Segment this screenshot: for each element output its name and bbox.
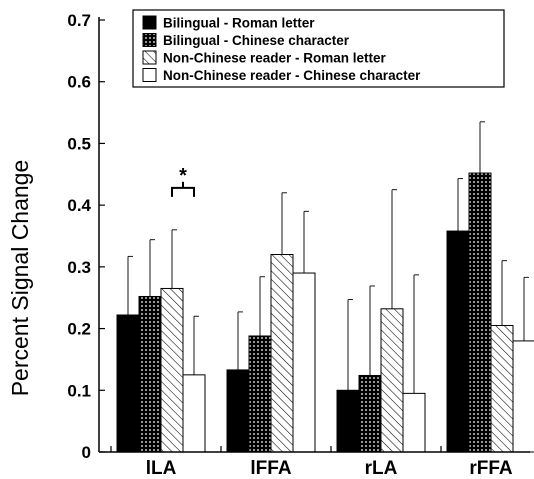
legend-swatch-series-1 [142,15,157,30]
x-category-label: lLA [146,458,177,479]
y-tick-label: 0.7 [67,11,91,30]
bar-lLA-series-2 [138,295,162,453]
axes [98,17,530,453]
x-category-label: lFFA [250,458,291,479]
bar-lFFA-series-1 [226,369,250,453]
bar-rLA-series-1 [336,389,360,453]
y-axis-label: Percent Signal Change [7,160,33,397]
legend-label-series-1: Bilingual - Roman letter [163,16,315,31]
x-categories: lLA lFFA rLA rFFA [110,446,513,479]
legend-label-series-2: Bilingual - Chinese character [163,33,350,48]
error-bars-layer [127,121,529,394]
legend-swatch-series-2 [142,33,157,47]
y-tick-label: 0.4 [67,196,91,215]
y-tick-label: 0.3 [67,258,91,277]
bar-rLA-series-4 [402,392,426,453]
bar-rLA-series-2 [358,374,382,453]
y-tick-label: 0.6 [67,73,91,92]
legend-swatch-series-3 [142,50,157,65]
bar-rFFA-series-4 [512,340,534,453]
bar-lFFA-series-2 [248,335,272,453]
legend-swatch-series-4 [142,68,157,82]
y-ticks: 0 0.1 0.2 0.3 0.4 0.5 0.6 0.7 [67,11,105,462]
bar-lLA-series-3 [160,287,184,453]
y-tick-label: 0 [82,443,91,462]
bar-rLA-series-3 [380,308,404,453]
legend-box [132,9,505,88]
bar-lLA-series-4 [182,374,206,453]
x-category-label: rFFA [469,458,513,479]
significance-bracket [171,186,195,197]
annotations: * [171,165,195,197]
bars-layer [116,172,534,453]
bar-lLA-series-1 [116,314,140,453]
bar-rFFA-series-3 [490,324,514,453]
x-category-label: rLA [365,458,398,479]
legend-label-series-3: Non-Chinese reader - Roman letter [163,51,387,66]
significance-star: * [179,165,187,187]
legend: Bilingual - Roman letter Bilingual - Chin… [132,9,505,88]
y-tick-label: 0.5 [67,134,91,153]
bar-rFFA-series-1 [446,230,470,453]
bar-lFFA-series-3 [270,254,294,453]
bar-lFFA-series-4 [292,272,316,453]
legend-label-series-4: Non-Chinese reader - Chinese character [163,68,421,83]
y-tick-label: 0.1 [67,381,91,400]
y-tick-label: 0.2 [67,320,91,339]
bar-rFFA-series-2 [468,172,492,453]
